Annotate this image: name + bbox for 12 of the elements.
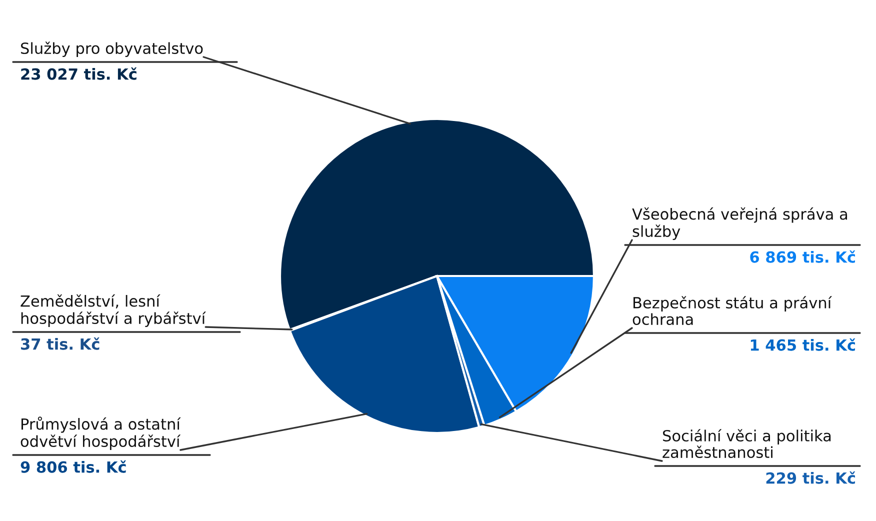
data-label: 23 027 tis. Kč [21,67,137,80]
data-label: 37 tis. Kč [21,337,100,350]
data-label: 229 tis. Kč [766,471,856,484]
data-label: 9 806 tis. Kč [20,460,126,473]
slice-label: Služby pro obyvatelstvo [21,42,203,57]
slice-label: Zemědělství, lesní hospodářství a rybářství [20,294,206,327]
slice-label: Všeobecná veřejná správa a služby [632,207,848,240]
slice-label: Sociální věci a politika zaměstnanosti [662,429,831,458]
data-label: 6 869 tis. Kč [750,250,856,263]
slice-label: Průmyslová a ostatní odvětví hospodářství [20,416,181,450]
data-label: 1 465 tis. Kč [750,338,856,351]
slice-label: Bezpečnost státu a právní ochrana [632,296,832,326]
